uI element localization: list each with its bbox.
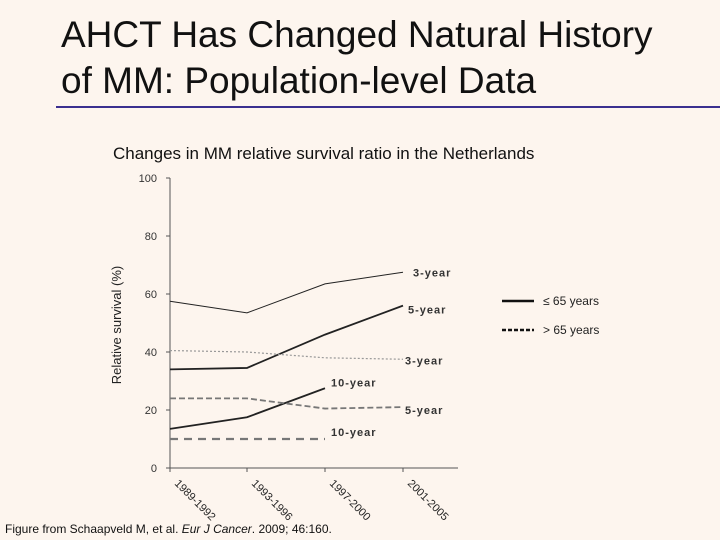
chart-title: Changes in MM relative survival ratio in… [113,144,535,163]
y-tick-label: 20 [145,405,157,417]
slide-title-line-2: of MM: Population-level Data [61,60,537,101]
x-tick-label: 1993-1996 [249,478,295,524]
y-tick-label: 80 [145,231,157,243]
source-citation: Figure from Schaapveld M, et al. Eur J C… [5,522,332,536]
legend-label-1: > 65 years [543,323,599,337]
series-line-4 [170,397,404,410]
x-tick-label: 1989-1992 [172,478,218,524]
series-label-4: 5-year [405,405,443,417]
y-axis-label: Relative survival (%) [109,266,124,384]
y-tick-label: 0 [151,463,157,475]
y-tick-label: 100 [139,173,157,185]
series-label-2: 10-year [331,377,377,389]
y-tick-label: 60 [145,289,157,301]
series-label-0: 3-year [413,267,451,279]
x-tick-label: 2001-2005 [405,478,451,524]
source-suffix: . 2009; 46:160. [251,522,332,536]
slide-title-line-1: AHCT Has Changed Natural History [61,14,653,55]
title-divider [56,106,720,108]
source-journal: Eur J Cancer [181,522,252,536]
legend-label-0: ≤ 65 years [543,294,599,308]
source-prefix: Figure from Schaapveld M, et al. [5,522,182,536]
x-tick-label: 1997-2000 [327,478,373,524]
y-tick-label: 40 [145,347,157,359]
series-label-1: 5-year [408,305,446,317]
series-label-5: 10-year [331,427,377,439]
series-line-3 [169,349,404,360]
series-line-2 [169,387,326,430]
series-label-3: 3-year [405,355,443,367]
slide-title: AHCT Has Changed Natural History of MM: … [61,12,711,104]
series-line-0 [169,271,404,314]
series-line-1 [169,304,404,371]
